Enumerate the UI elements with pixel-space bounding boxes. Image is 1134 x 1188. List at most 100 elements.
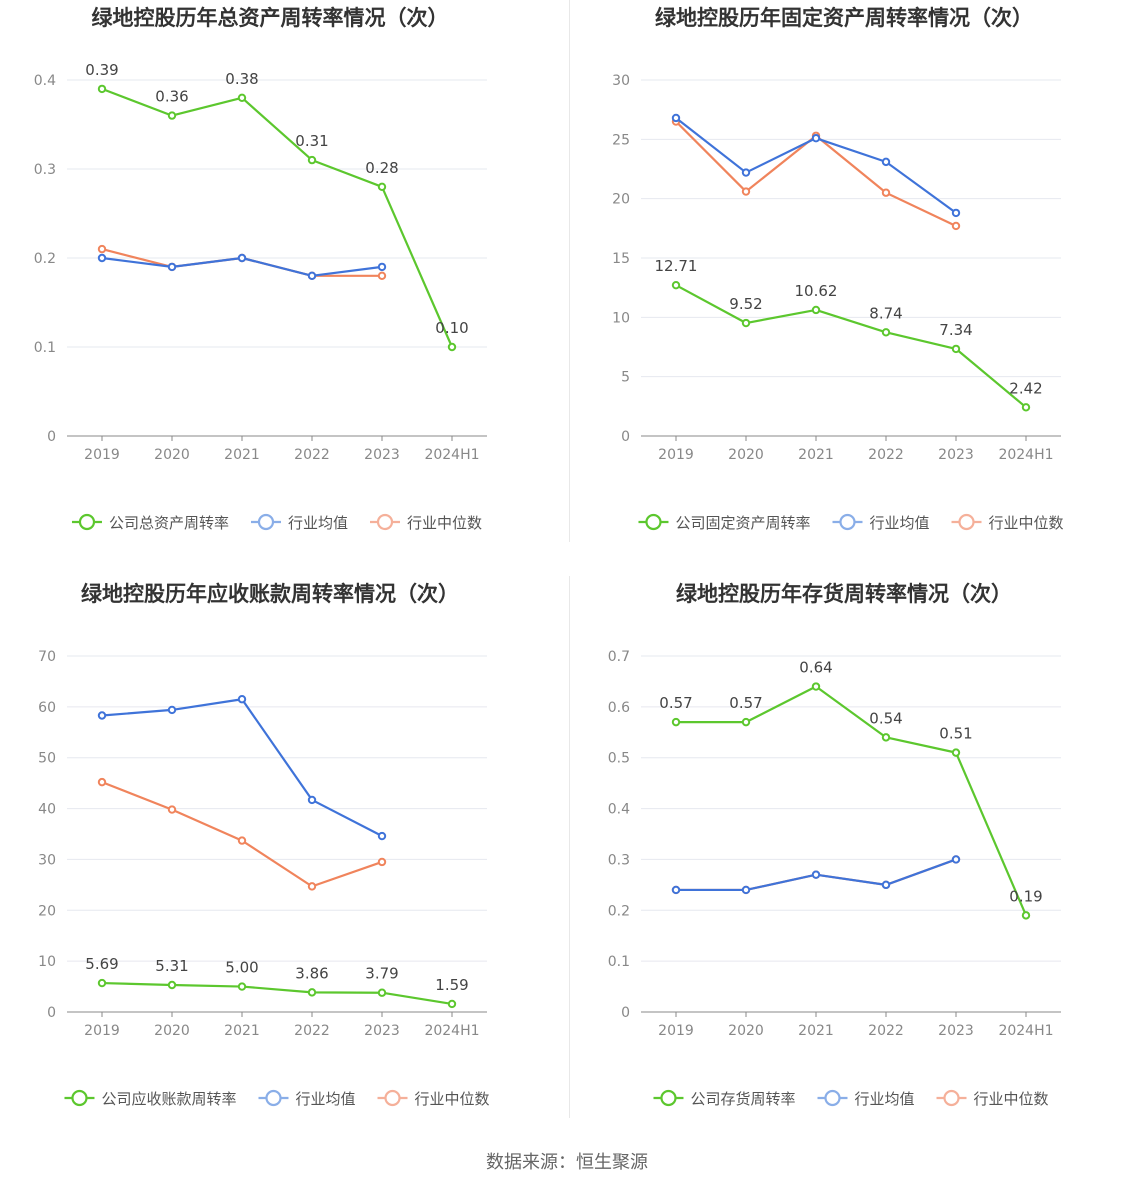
legend-label: 行业中位数 <box>989 514 1064 532</box>
data-point-average[interactable] <box>671 885 681 895</box>
data-point-company[interactable] <box>881 328 891 337</box>
data-point-average[interactable] <box>811 133 821 143</box>
data-point-company[interactable] <box>951 344 961 354</box>
data-point-company[interactable] <box>377 182 387 192</box>
data-point-average[interactable] <box>97 711 107 720</box>
data-label: 0.39 <box>85 61 118 79</box>
data-point-company[interactable] <box>377 988 387 997</box>
legend-item-median[interactable]: 行业中位数 <box>951 513 1064 532</box>
data-point-median[interactable] <box>97 777 107 787</box>
data-point-company[interactable] <box>951 748 961 757</box>
legend-item-median[interactable]: 行业中位数 <box>936 1089 1049 1108</box>
y-tick-label: 25 <box>612 132 630 148</box>
x-tick-label: 2020 <box>728 447 764 463</box>
legend-marker <box>384 1089 401 1107</box>
data-point-average[interactable] <box>811 870 821 879</box>
data-point-company[interactable] <box>307 988 317 997</box>
data-point-average[interactable] <box>237 695 247 704</box>
data-point-median[interactable] <box>951 221 961 231</box>
data-point-average[interactable] <box>167 705 177 715</box>
legend-item-median[interactable]: 行业中位数 <box>377 1089 490 1108</box>
data-point-average[interactable] <box>741 885 751 895</box>
chart-svg: 绿地控股历年固定资产周转率情况（次） 0 5 10 15 20 25 30 2019 2020 20… <box>612 6 1064 532</box>
legend-marker <box>824 1089 841 1107</box>
data-point-company[interactable] <box>167 111 177 120</box>
data-point-company[interactable] <box>671 717 681 727</box>
x-tick-label: 2023 <box>938 447 974 463</box>
y-tick-label: 0.3 <box>608 852 630 868</box>
legend-item-company[interactable]: 公司存货周转率 <box>653 1089 795 1108</box>
series-line-company <box>675 284 1027 409</box>
data-point-company[interactable] <box>1021 403 1031 412</box>
data-point-median[interactable] <box>377 271 387 280</box>
data-label: 0.51 <box>939 725 972 743</box>
x-tick-label: 2020 <box>154 1023 190 1039</box>
series-line-average <box>101 698 383 838</box>
y-tick-label: 60 <box>38 700 56 716</box>
data-label: 0.28 <box>365 159 398 177</box>
data-point-company[interactable] <box>671 280 681 290</box>
chart-title: 绿地控股历年固定资产周转率情况（次） <box>655 6 1033 30</box>
data-point-company[interactable] <box>97 84 107 94</box>
data-point-average[interactable] <box>951 208 961 218</box>
data-point-company[interactable] <box>811 682 821 691</box>
y-tick-label: 0 <box>47 1005 56 1021</box>
data-point-median[interactable] <box>167 805 177 814</box>
chart-title: 绿地控股历年存货周转率情况（次） <box>676 582 1012 606</box>
y-tick-label: 10 <box>38 954 56 970</box>
data-point-company[interactable] <box>447 342 457 352</box>
legend-item-company[interactable]: 公司固定资产周转率 <box>638 513 810 532</box>
legend-item-company[interactable]: 公司应收账款周转率 <box>64 1089 236 1108</box>
x-tick-label: 2024H1 <box>424 447 479 463</box>
data-point-company[interactable] <box>741 318 751 328</box>
legend-item-median[interactable]: 行业中位数 <box>370 513 482 532</box>
data-point-company[interactable] <box>1021 911 1031 920</box>
data-point-median[interactable] <box>307 882 317 891</box>
legend-item-company[interactable]: 公司总资产周转率 <box>71 513 229 532</box>
y-tick-label: 70 <box>38 649 56 665</box>
data-label: 0.64 <box>799 659 832 677</box>
data-point-median[interactable] <box>237 836 247 845</box>
data-label: 5.00 <box>225 959 258 977</box>
data-point-average[interactable] <box>97 253 107 263</box>
data-point-company[interactable] <box>97 978 107 988</box>
y-tick-label: 0.7 <box>608 649 630 665</box>
data-point-company[interactable] <box>881 733 891 742</box>
data-point-median[interactable] <box>881 188 891 197</box>
data-point-median[interactable] <box>97 244 107 254</box>
data-point-average[interactable] <box>951 855 961 864</box>
legend-marker <box>839 513 856 531</box>
data-point-company[interactable] <box>237 982 247 991</box>
legend-marker <box>376 513 394 531</box>
data-point-average[interactable] <box>881 157 891 167</box>
data-point-company[interactable] <box>307 155 317 165</box>
x-tick-label: 2021 <box>798 447 834 463</box>
legend-item-average[interactable]: 行业均值 <box>817 1089 915 1108</box>
data-label: 7.34 <box>939 321 972 339</box>
y-tick-label: 0.4 <box>608 802 630 818</box>
data-point-company[interactable] <box>447 999 457 1009</box>
data-point-company[interactable] <box>237 93 247 103</box>
data-point-average[interactable] <box>741 168 751 177</box>
data-point-median[interactable] <box>741 187 751 196</box>
data-point-average[interactable] <box>881 880 891 890</box>
data-point-average[interactable] <box>307 795 317 805</box>
data-point-average[interactable] <box>167 262 177 272</box>
y-tick-label: 0.1 <box>34 340 56 356</box>
data-point-average[interactable] <box>307 271 317 280</box>
data-point-company[interactable] <box>741 717 751 727</box>
legend-label: 公司总资产周转率 <box>109 514 229 532</box>
data-point-average[interactable] <box>377 831 387 841</box>
data-point-company[interactable] <box>167 980 177 990</box>
legend-item-average[interactable]: 行业均值 <box>258 1089 356 1108</box>
data-point-average[interactable] <box>237 253 247 263</box>
legend-item-average[interactable]: 行业均值 <box>832 513 930 532</box>
y-tick-label: 5 <box>621 370 630 386</box>
x-tick-label: 2020 <box>728 1023 764 1039</box>
legend-item-average[interactable]: 行业均值 <box>250 513 348 532</box>
data-point-average[interactable] <box>377 262 387 272</box>
data-point-average[interactable] <box>671 113 681 123</box>
data-point-median[interactable] <box>377 857 387 867</box>
data-point-company[interactable] <box>811 305 821 315</box>
y-tick-label: 10 <box>612 310 630 326</box>
